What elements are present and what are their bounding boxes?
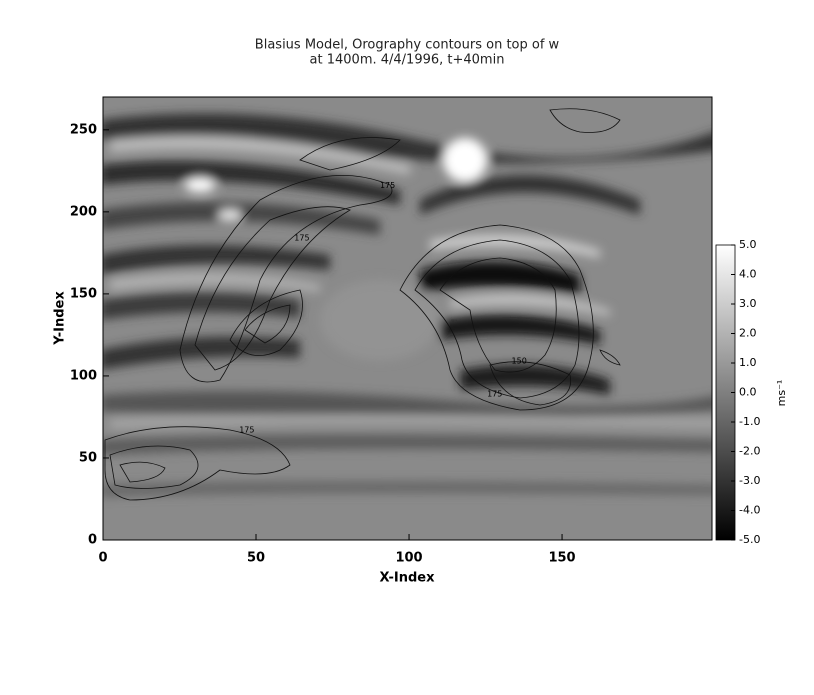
x-tick-label: 150: [548, 551, 575, 566]
contour-label: 150: [512, 357, 527, 366]
colorbar-tick-label: 4.0: [739, 268, 757, 281]
contour-label: 175: [487, 389, 502, 398]
contour-label: 175: [380, 181, 395, 190]
y-tick-label: 0: [88, 533, 97, 548]
contour-label: 175: [239, 426, 254, 435]
y-tick-label: 50: [79, 450, 97, 465]
colorbar-tick-label: 1.0: [739, 356, 757, 369]
colorbar-tick-label: 2.0: [739, 327, 757, 340]
field: 175 175 150 175 175: [100, 97, 720, 540]
colorbar-tick-label: 3.0: [739, 297, 757, 310]
y-tick-label: 100: [70, 368, 97, 383]
contour-label: 175: [294, 234, 309, 243]
x-tick-label: 0: [98, 551, 107, 566]
colorbar-tick-label: -1.0: [739, 415, 760, 428]
chart-title: at 1400m. 4/4/1996, t+40min: [310, 53, 505, 68]
y-tick-label: 250: [70, 122, 97, 137]
chart-title: Blasius Model, Orography contours on top…: [255, 38, 560, 53]
x-tick-label: 50: [247, 551, 265, 566]
colorbar-tick-label: -5.0: [739, 533, 760, 546]
colorbar-tick-label: -2.0: [739, 445, 760, 458]
x-axis-label: X-Index: [380, 571, 436, 586]
chart: 175 175 150 175 175 Blasius Model, Orography…: [0, 0, 814, 695]
colorbar-tick-label: 5.0: [739, 238, 757, 251]
x-tick-label: 100: [395, 551, 422, 566]
y-tick-label: 150: [70, 286, 97, 301]
colorbar-label: ms⁻¹: [775, 380, 788, 407]
colorbar-tick-label: -3.0: [739, 474, 760, 487]
colorbar-tick-label: -4.0: [739, 504, 760, 517]
y-axis-label: Y-Index: [53, 291, 68, 346]
y-tick-label: 200: [70, 204, 97, 219]
colorbar-tick-label: 0.0: [739, 386, 757, 399]
